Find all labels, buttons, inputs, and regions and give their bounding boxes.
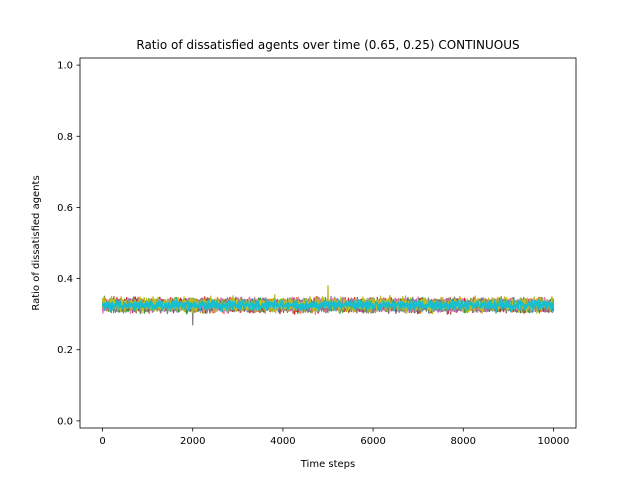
series-line-10 <box>101 297 555 313</box>
y-tick-label: 0.4 <box>57 274 73 285</box>
x-tick-label: 2000 <box>180 436 205 447</box>
chart-title: Ratio of dissatisfied agents over time (… <box>136 38 519 52</box>
y-tick-label: 0.6 <box>57 203 73 214</box>
x-tick-label: 4000 <box>270 436 295 447</box>
y-axis-label: Ratio of dissatisfied agents <box>31 175 42 310</box>
series-group <box>101 285 555 326</box>
x-tick-label: 10000 <box>538 436 570 447</box>
x-tick-label: 6000 <box>360 436 385 447</box>
x-axis-label: Time steps <box>300 459 356 470</box>
y-tick-label: 0.2 <box>57 345 73 356</box>
y-axis-ticks: 0.0 0.2 0.4 0.6 0.8 1.0 <box>57 61 80 427</box>
plot-area-frame <box>79 57 577 429</box>
y-tick-label: 0.0 <box>57 416 73 427</box>
x-axis-ticks: 0 2000 4000 6000 8000 10000 <box>99 428 569 447</box>
y-tick-label: 1.0 <box>57 61 73 72</box>
x-tick-label: 0 <box>99 436 105 447</box>
x-tick-label: 8000 <box>451 436 476 447</box>
y-tick-label: 0.8 <box>57 132 73 143</box>
